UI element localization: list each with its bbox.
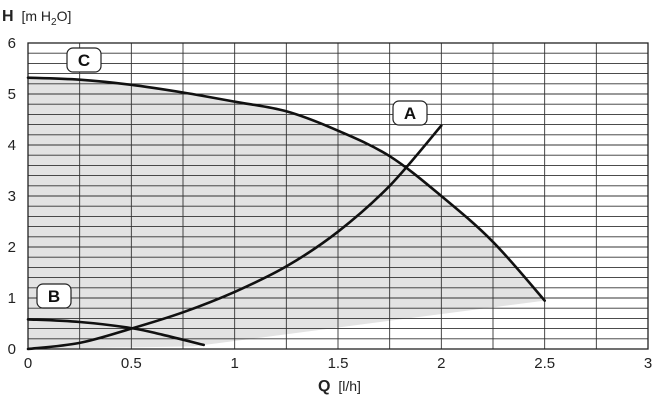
y-axis-unit-end: O] xyxy=(57,8,72,24)
curve-b xyxy=(26,318,205,347)
x-tick-label: 2.5 xyxy=(534,355,555,372)
y-tick-label: 1 xyxy=(8,290,16,307)
y-tick-label: 3 xyxy=(8,188,16,205)
x-axis-symbol: Q xyxy=(318,378,330,395)
curve-a xyxy=(26,124,443,351)
curve-label-b: B xyxy=(36,283,72,309)
y-axis-unit: [m H xyxy=(21,8,51,24)
y-tick-label: 4 xyxy=(8,137,16,154)
curve-label-a-box xyxy=(392,100,428,126)
x-tick-label: 0.5 xyxy=(121,355,142,372)
x-tick-label: 3 xyxy=(644,355,652,372)
curve-label-b-text: B xyxy=(48,287,60,306)
x-axis-title: Q [l/h] xyxy=(318,378,361,395)
curve-label-c: C xyxy=(66,47,102,73)
y-axis-title: H [m H2O] xyxy=(2,8,71,28)
curve-label-c-box xyxy=(66,47,102,73)
grid-lines xyxy=(27,42,649,350)
y-axis-unit-subscript: 2 xyxy=(51,17,57,28)
y-axis-symbol: H xyxy=(2,8,14,25)
x-tick-label: 1 xyxy=(230,355,238,372)
curve-labels: C A B xyxy=(36,47,428,309)
curve-label-c-text: C xyxy=(78,51,90,70)
curves xyxy=(26,76,546,351)
y-tick-labels: 0 1 2 3 4 5 6 xyxy=(8,35,16,358)
y-tick-label: 2 xyxy=(8,239,16,256)
curve-label-a-text: A xyxy=(404,104,416,123)
x-tick-label: 1.5 xyxy=(328,355,349,372)
y-tick-label: 6 xyxy=(8,35,16,52)
x-tick-label: 2 xyxy=(437,355,445,372)
curve-c xyxy=(26,76,546,302)
x-tick-label: 0 xyxy=(24,355,32,372)
x-tick-labels: 0 0.5 1 1.5 2 2.5 3 xyxy=(24,355,652,372)
curve-label-b-box xyxy=(36,283,72,309)
curve-label-a: A xyxy=(392,100,428,126)
plot-frame xyxy=(27,42,649,350)
y-tick-label: 5 xyxy=(8,86,16,103)
x-axis-unit: [l/h] xyxy=(338,378,361,394)
y-tick-label: 0 xyxy=(8,341,16,358)
